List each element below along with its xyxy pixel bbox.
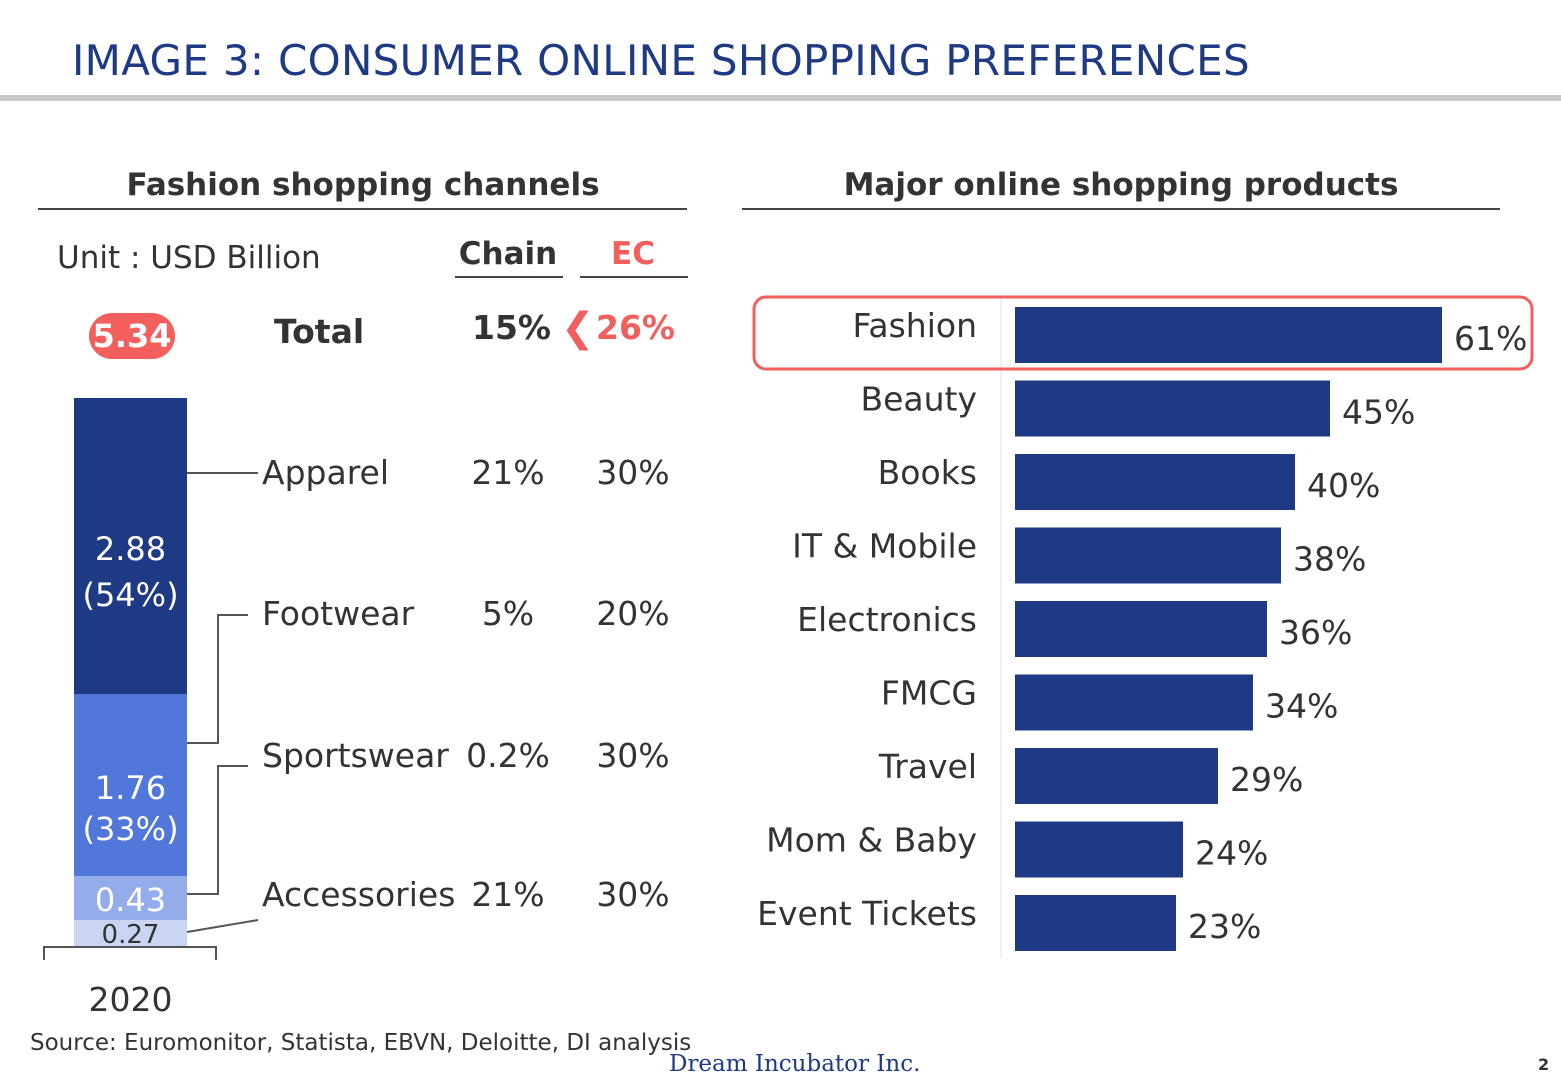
x-axis-year-label: 2020 bbox=[88, 980, 173, 1019]
less-than-chevron-icon: ❮ bbox=[561, 305, 595, 351]
value-label-fashion: 61% bbox=[1454, 319, 1527, 358]
footwear-value-label: 1.76 bbox=[94, 769, 167, 807]
apparel-share-label: (54%) bbox=[82, 576, 179, 614]
total-label: Total bbox=[274, 312, 365, 351]
left-panel-divider bbox=[38, 208, 687, 210]
total-ec-share: 26% bbox=[596, 308, 675, 347]
value-label-travel: 29% bbox=[1230, 760, 1303, 799]
value-label-fmcg: 34% bbox=[1265, 687, 1338, 726]
company-name: Dream Incubator Inc. bbox=[669, 1051, 921, 1077]
value-label-mom-baby: 24% bbox=[1195, 834, 1268, 873]
accessories-connector bbox=[186, 919, 259, 933]
apparel-value-label: 2.88 bbox=[94, 530, 167, 568]
right-panel-divider bbox=[742, 208, 1500, 210]
accessories-value-label: 0.27 bbox=[101, 920, 160, 950]
category-label-event-tickets: Event Tickets bbox=[757, 894, 977, 933]
category-ec-footwear: 20% bbox=[596, 594, 670, 633]
bar-books bbox=[1015, 454, 1295, 510]
bar-segment-apparel bbox=[74, 398, 187, 694]
products-bar-chart: Fashion 61% Beauty 45% Books 40% IT & Mobile 38… bbox=[752, 295, 1534, 959]
value-label-electronics: 36% bbox=[1279, 613, 1352, 652]
value-label-event-tickets: 23% bbox=[1188, 907, 1261, 946]
category-name-apparel: Apparel bbox=[262, 453, 390, 492]
unit-label: Unit : USD Billion bbox=[57, 240, 321, 276]
right-panel-title: Major online shopping products bbox=[843, 167, 1399, 203]
highlight-box-fashion bbox=[752, 295, 1534, 371]
sportswear-value-label: 0.43 bbox=[94, 881, 167, 919]
category-ec-accessories: 30% bbox=[596, 875, 670, 914]
category-label-mom-baby: Mom & Baby bbox=[766, 821, 977, 860]
bar-it-mobile bbox=[1015, 527, 1281, 584]
category-label-travel: Travel bbox=[878, 747, 977, 786]
value-label-books: 40% bbox=[1307, 466, 1380, 505]
bar-travel bbox=[1015, 748, 1218, 804]
category-chain-accessories: 21% bbox=[471, 875, 545, 914]
bar-segment-sportswear bbox=[74, 876, 187, 920]
ec-column-header: EC bbox=[611, 236, 655, 272]
footwear-share-label: (33%) bbox=[82, 810, 179, 848]
total-value-badge: 5.34 bbox=[89, 313, 175, 359]
title-divider bbox=[0, 95, 1561, 101]
category-label-beauty: Beauty bbox=[860, 380, 977, 419]
category-label-books: Books bbox=[878, 453, 977, 492]
bar-event-tickets bbox=[1015, 895, 1176, 951]
page-title: IMAGE 3: CONSUMER ONLINE SHOPPING PREFER… bbox=[72, 36, 1250, 85]
category-label-fashion: Fashion bbox=[852, 306, 977, 345]
category-chain-footwear: 5% bbox=[481, 594, 535, 633]
category-name-footwear: Footwear bbox=[262, 594, 415, 633]
category-label-electronics: Electronics bbox=[797, 600, 977, 639]
ec-column-rule bbox=[580, 276, 688, 278]
category-chain-apparel: 21% bbox=[471, 453, 545, 492]
value-label-beauty: 45% bbox=[1342, 393, 1415, 432]
chain-column-header: Chain bbox=[458, 236, 558, 272]
connector-lines bbox=[43, 472, 259, 960]
bar-mom-baby bbox=[1015, 821, 1183, 878]
category-ec-sportswear: 30% bbox=[596, 736, 670, 775]
footwear-connector bbox=[187, 614, 248, 744]
category-name-accessories: Accessories bbox=[262, 875, 456, 914]
x-axis-bracket bbox=[43, 946, 217, 960]
bar-beauty bbox=[1015, 380, 1330, 437]
bar-segment-accessories bbox=[74, 920, 187, 947]
bar-fashion bbox=[1015, 307, 1442, 363]
category-label-fmcg: FMCG bbox=[881, 674, 977, 713]
bar-segment-footwear bbox=[74, 694, 187, 876]
category-chain-sportswear: 0.2% bbox=[466, 736, 550, 775]
bar-fmcg bbox=[1015, 674, 1253, 731]
chain-column-rule bbox=[455, 276, 563, 278]
value-label-it-mobile: 38% bbox=[1293, 540, 1366, 579]
left-panel-title: Fashion shopping channels bbox=[126, 167, 600, 203]
source-note: Source: Euromonitor, Statista, EBVN, Del… bbox=[30, 1030, 692, 1056]
bar-electronics bbox=[1015, 601, 1267, 657]
category-ec-apparel: 30% bbox=[596, 453, 670, 492]
sportswear-connector bbox=[187, 765, 248, 895]
page-number: 2 bbox=[1538, 1055, 1550, 1074]
category-label-it-mobile: IT & Mobile bbox=[792, 527, 977, 566]
total-chain-share: 15% bbox=[472, 308, 551, 347]
category-name-sportswear: Sportswear bbox=[262, 736, 449, 775]
